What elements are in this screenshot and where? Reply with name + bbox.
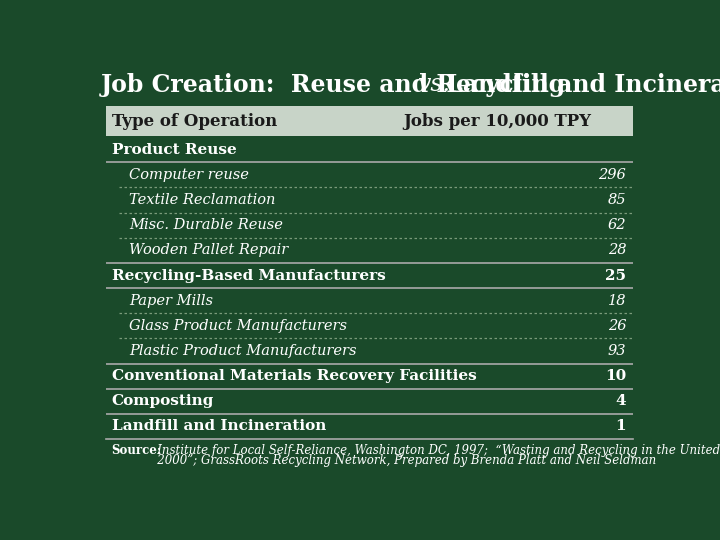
Text: 10: 10	[605, 369, 626, 383]
Text: Recycling-Based Manufacturers: Recycling-Based Manufacturers	[112, 268, 385, 282]
Text: Glass Product Manufacturers: Glass Product Manufacturers	[129, 319, 347, 333]
Text: Computer reuse: Computer reuse	[129, 168, 248, 182]
Text: Plastic Product Manufacturers: Plastic Product Manufacturers	[129, 344, 356, 358]
Text: vs.: vs.	[417, 73, 450, 96]
Text: Wooden Pallet Repair: Wooden Pallet Repair	[129, 244, 288, 258]
Text: 4: 4	[616, 394, 626, 408]
Text: Type of Operation: Type of Operation	[112, 112, 277, 130]
Text: Landfill and Incineration: Landfill and Incineration	[112, 420, 326, 434]
Text: 93: 93	[608, 344, 626, 358]
Text: Source:: Source:	[112, 444, 162, 457]
Text: 26: 26	[608, 319, 626, 333]
Text: 25: 25	[606, 268, 626, 282]
Text: 85: 85	[608, 193, 626, 207]
Text: Product Reuse: Product Reuse	[112, 143, 236, 157]
Text: Institute for Local Self-Reliance, Washington DC, 1997;  “Wasting and Recycling : Institute for Local Self-Reliance, Washi…	[145, 444, 720, 457]
Text: Job Creation:  Reuse and Recycling: Job Creation: Reuse and Recycling	[101, 73, 575, 97]
Text: 1: 1	[616, 420, 626, 434]
Text: 28: 28	[608, 244, 626, 258]
Text: Jobs per 10,000 TPY: Jobs per 10,000 TPY	[403, 112, 591, 130]
Bar	[106, 106, 632, 136]
Text: Conventional Materials Recovery Facilities: Conventional Materials Recovery Faciliti…	[112, 369, 477, 383]
Text: Landfill and Incineration: Landfill and Incineration	[438, 73, 720, 97]
Text: 62: 62	[608, 218, 626, 232]
Text: Paper Mills: Paper Mills	[129, 294, 212, 308]
Text: 2000”; GrassRoots Recycling Network, Prepared by Brenda Platt and Neil Seldman: 2000”; GrassRoots Recycling Network, Pre…	[145, 454, 656, 467]
Text: Misc. Durable Reuse: Misc. Durable Reuse	[129, 218, 283, 232]
Text: 18: 18	[608, 294, 626, 308]
Text: 296: 296	[598, 168, 626, 182]
Text: Textile Reclamation: Textile Reclamation	[129, 193, 275, 207]
Text: Composting: Composting	[112, 394, 214, 408]
